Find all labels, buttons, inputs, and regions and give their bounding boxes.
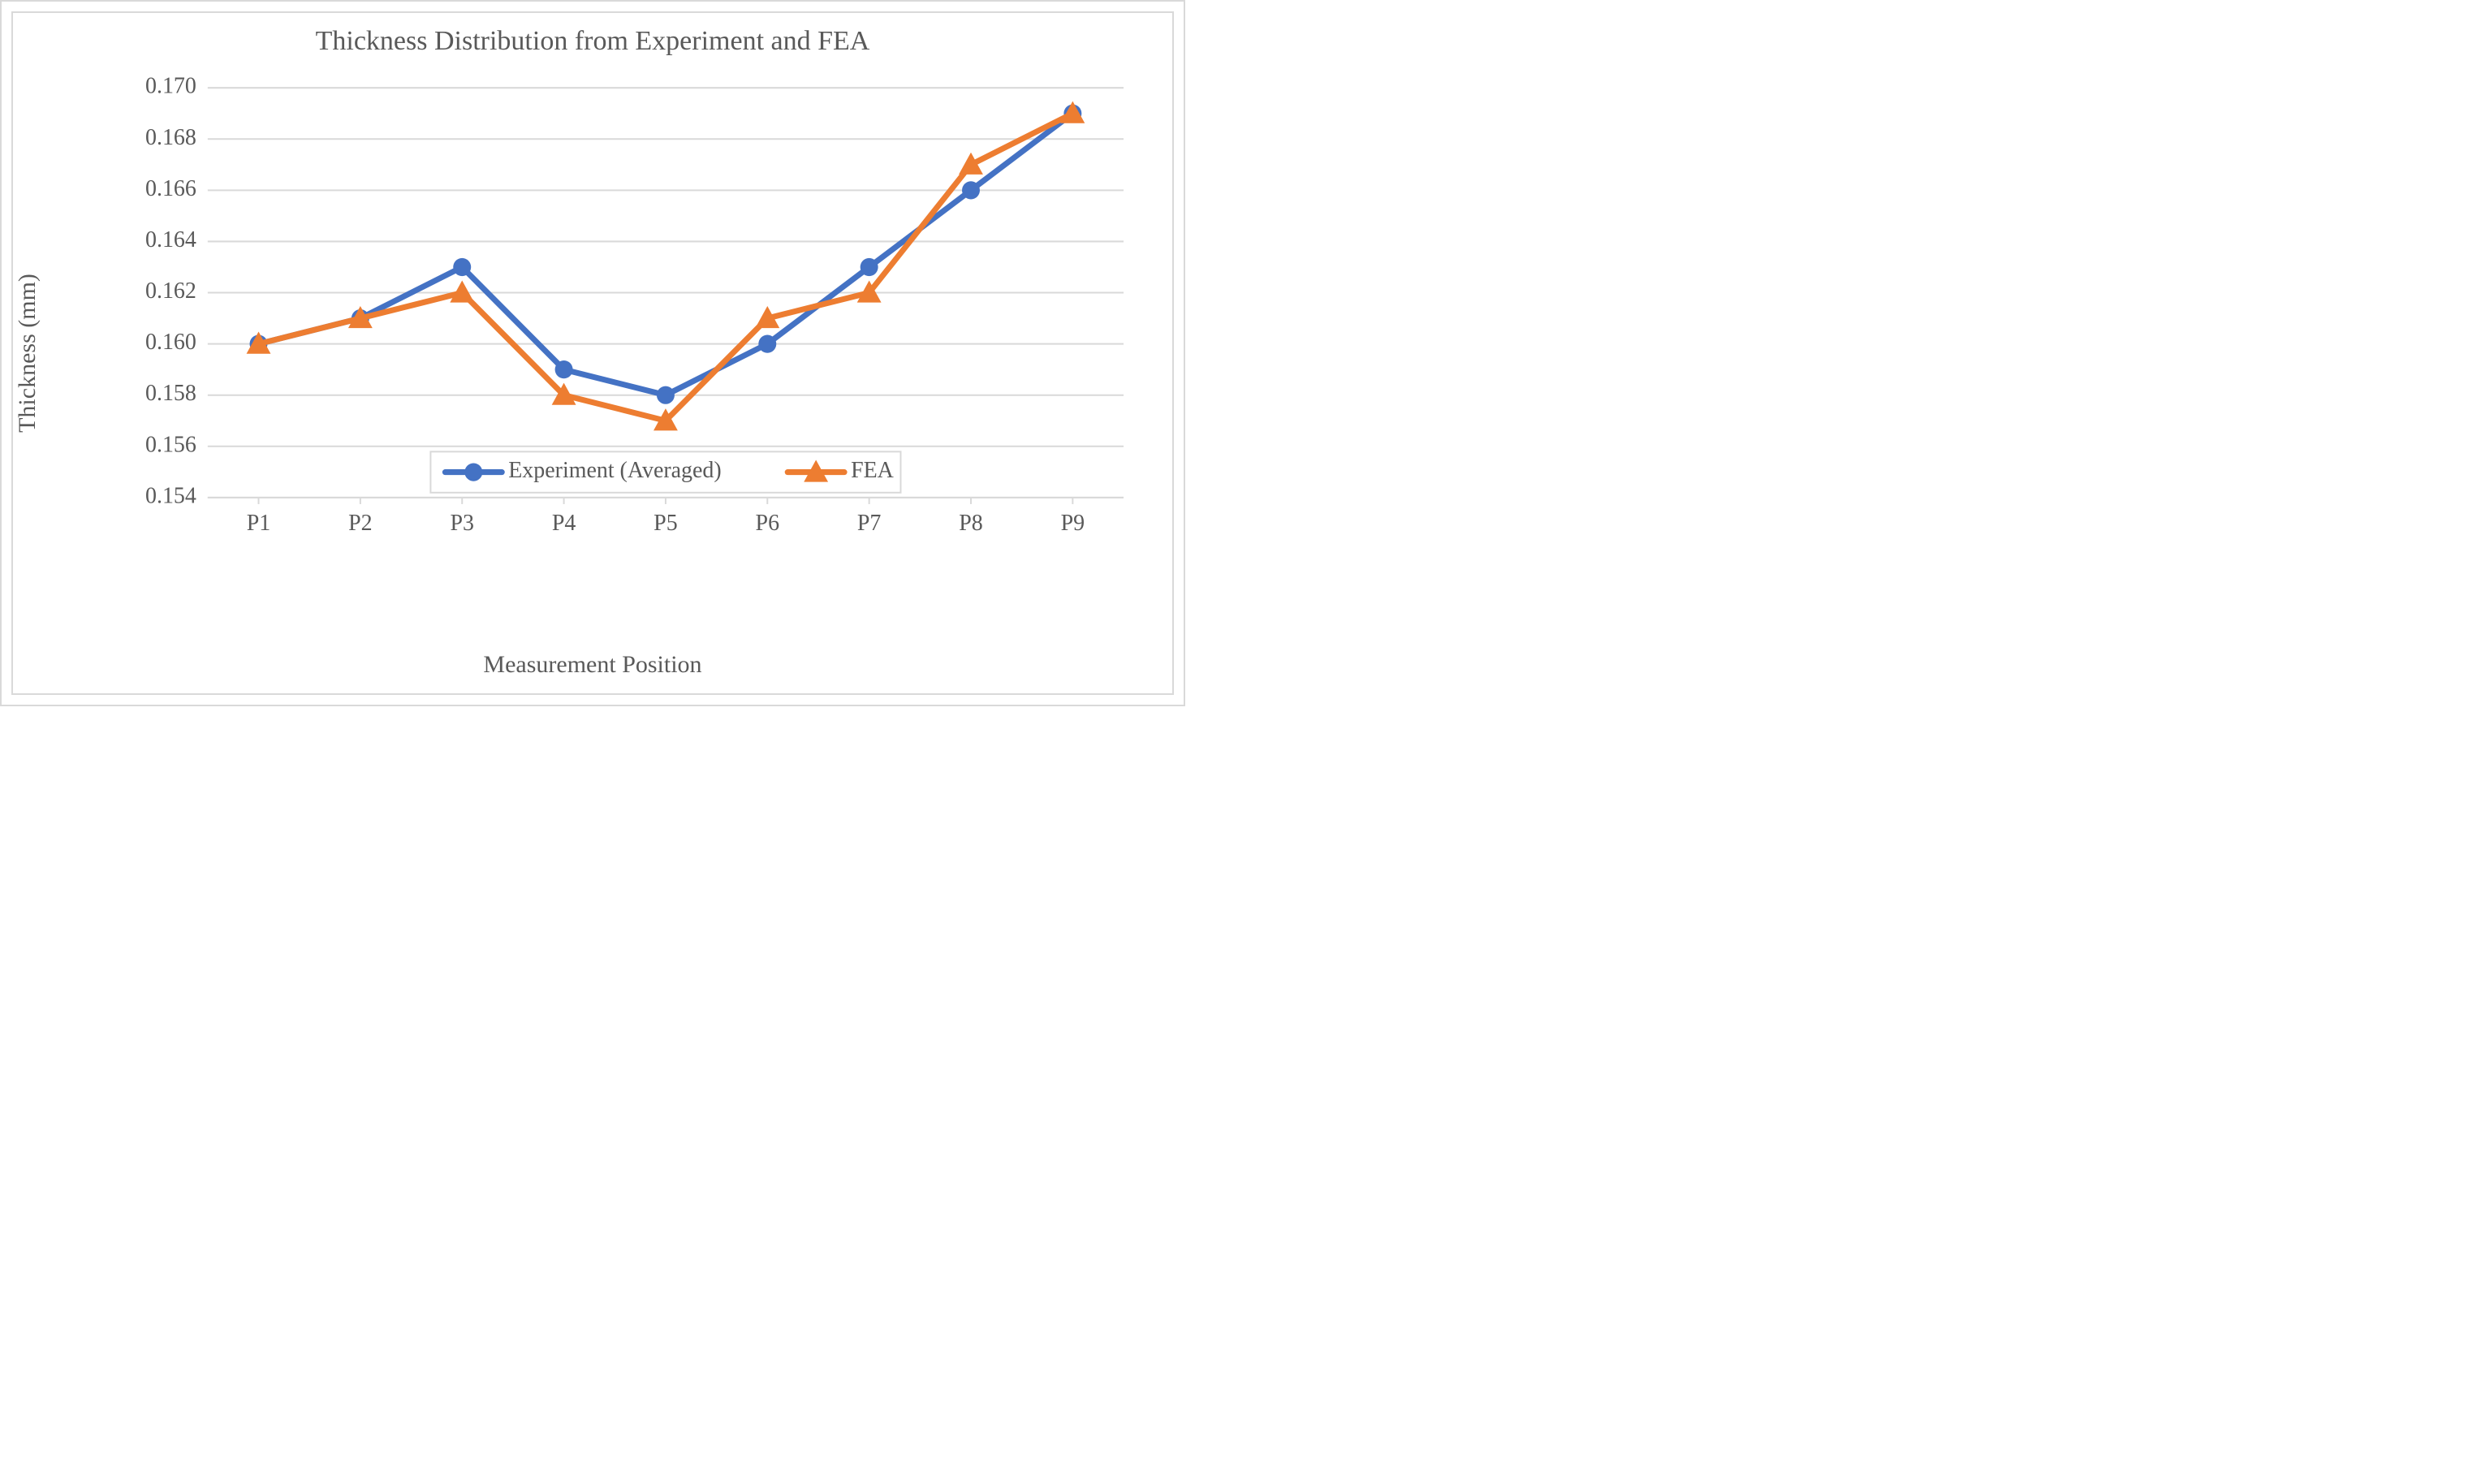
y-tick-label: 0.162 [145, 278, 196, 304]
plot-svg: 0.154 0.156 0.158 0.160 0.162 0.164 0.166 0.168… [127, 71, 1140, 596]
y-tick-label: 0.160 [145, 330, 196, 355]
y-tick-label: 0.156 [145, 432, 196, 457]
y-tick-label: 0.154 [145, 483, 196, 508]
marker-circle [657, 386, 675, 404]
x-tick-label: P2 [348, 511, 373, 536]
marker-circle [555, 360, 573, 378]
y-tick-label: 0.170 [145, 74, 196, 99]
chart-outer-frame: Thickness Distribution from Experiment a… [0, 0, 1185, 706]
plot-area: 0.154 0.156 0.158 0.160 0.162 0.164 0.166 0.168… [127, 71, 1140, 596]
chart-inner-frame: Thickness Distribution from Experiment a… [11, 11, 1174, 695]
legend-label: Experiment (Averaged) [508, 458, 721, 483]
y-axis-label: Thickness (mm) [14, 274, 41, 433]
marker-circle [962, 181, 980, 199]
x-axis-label: Measurement Position [13, 651, 1172, 679]
marker-circle [453, 258, 471, 276]
y-tick-label: 0.168 [145, 125, 196, 150]
series-group [247, 101, 1085, 431]
series-line-1 [259, 114, 1073, 421]
legend: Experiment (Averaged) FEA [430, 451, 900, 492]
y-tick-labels: 0.154 0.156 0.158 0.160 0.162 0.164 0.166 0.168… [145, 74, 196, 509]
marker-circle [464, 463, 482, 481]
x-tick-label: P7 [857, 511, 882, 536]
x-tick-label: P3 [450, 511, 474, 536]
x-tick-label: P1 [247, 511, 271, 536]
legend-label: FEA [851, 458, 894, 483]
x-tick-label: P6 [756, 511, 780, 536]
gridlines [208, 88, 1124, 498]
marker-circle [861, 258, 878, 276]
x-tick-label: P9 [1061, 511, 1085, 536]
x-tick-labels: P1 P2 P3 P4 P5 P6 P7 P8 P9 [247, 498, 1085, 536]
marker-circle [758, 335, 776, 353]
y-tick-label: 0.166 [145, 176, 196, 201]
x-tick-label: P8 [959, 511, 983, 536]
chart-title: Thickness Distribution from Experiment a… [13, 26, 1172, 57]
marker-triangle [450, 280, 474, 302]
series-line-0 [259, 114, 1073, 395]
x-tick-label: P4 [552, 511, 576, 536]
y-tick-label: 0.164 [145, 227, 196, 252]
y-tick-label: 0.158 [145, 381, 196, 406]
x-tick-label: P5 [654, 511, 678, 536]
